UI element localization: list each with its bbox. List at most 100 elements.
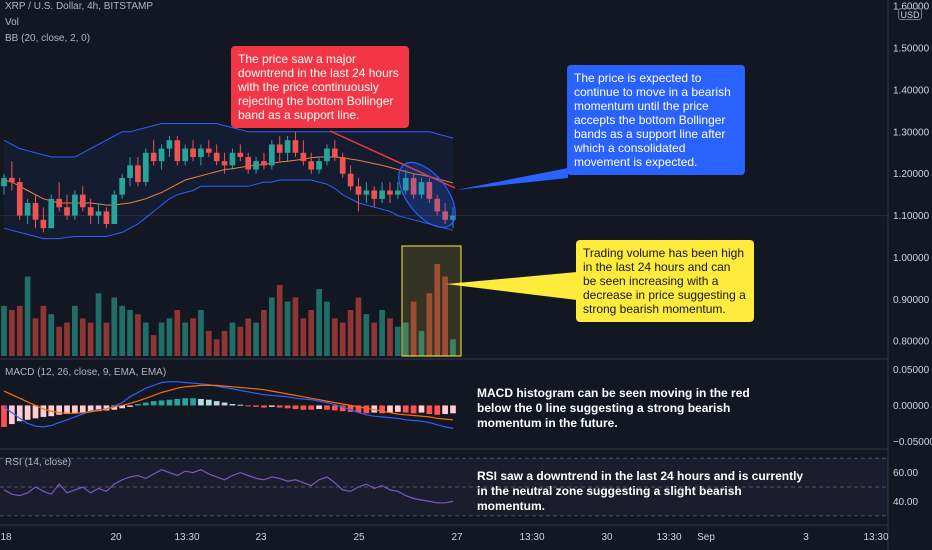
macd-histogram-bar <box>268 405 275 407</box>
candle <box>142 148 149 187</box>
macd-histogram-bar <box>229 404 236 406</box>
candle <box>332 140 338 162</box>
macd-histogram-bar <box>95 405 102 412</box>
macd-histogram-bar <box>324 405 330 410</box>
candle-body <box>434 198 441 212</box>
symbol-legend[interactable]: XRP / U.S. Dollar, 4h, BITSTAMP <box>5 1 154 12</box>
volume-bar <box>127 310 133 356</box>
macd-note[interactable]: MACD histogram can be seen moving in the… <box>477 386 750 430</box>
macd-histogram-bar <box>339 405 346 412</box>
macd-histogram-bar <box>40 405 47 417</box>
candle-body <box>268 144 275 166</box>
candle-body <box>418 182 425 195</box>
volume-bar <box>158 322 165 356</box>
price-tick-label: 1.20000 <box>893 169 930 180</box>
candle-body <box>32 203 39 220</box>
volume-callout[interactable]: Trading volume has been high in the last… <box>576 240 754 322</box>
macd-histogram-bar <box>276 405 283 408</box>
volume-legend[interactable]: Vol <box>5 17 19 28</box>
macd-histogram-bar <box>142 402 149 406</box>
bollinger-basis-line <box>3 156 454 206</box>
candle <box>24 198 31 224</box>
macd-histogram-bar <box>426 405 433 415</box>
candle-body <box>174 140 181 162</box>
macd-histogram-bar <box>205 399 212 406</box>
candle <box>213 144 220 166</box>
volume-bar <box>103 322 110 356</box>
candle <box>1 173 7 195</box>
candle-body <box>48 198 55 229</box>
volume-bar <box>253 322 259 356</box>
candle-body <box>387 190 393 195</box>
volume-bar <box>9 310 15 356</box>
macd-histogram-bar <box>410 405 417 414</box>
candle <box>198 144 204 166</box>
candle <box>379 182 385 204</box>
candle-body <box>95 211 102 216</box>
volume-bar <box>221 330 228 356</box>
currency-badge[interactable]: USD <box>898 8 922 20</box>
candle-body <box>442 211 448 220</box>
candle <box>16 177 23 220</box>
candle-body <box>284 140 291 153</box>
macd-tick-label: −0.05000 <box>893 437 932 448</box>
candle <box>79 186 86 212</box>
candle-body <box>308 161 315 170</box>
bollinger-fill <box>4 123 453 239</box>
candle-body <box>355 186 362 195</box>
candle <box>450 207 456 229</box>
candle <box>284 136 291 162</box>
candle <box>190 140 196 162</box>
price-tick-label: 1.40000 <box>893 85 930 96</box>
volume-bar <box>410 301 417 356</box>
volume-bar <box>213 339 220 356</box>
candle-body <box>450 215 456 220</box>
price-tick-label: 0.80000 <box>893 337 930 348</box>
candle <box>166 136 173 157</box>
macd-histogram-bar <box>300 405 307 410</box>
bollinger-upper-line <box>3 123 454 158</box>
volume-bar <box>64 322 70 356</box>
candle <box>347 165 354 191</box>
macd-histogram-bar <box>24 405 31 420</box>
macd-histogram-bar <box>387 405 393 413</box>
candle-body <box>56 198 62 208</box>
macd-tick-label: 0.05000 <box>893 365 930 376</box>
macd-histogram-bar <box>292 405 299 410</box>
volume-bar <box>379 310 385 356</box>
candle-body <box>371 190 378 199</box>
macd-histogram-bar <box>119 405 125 409</box>
candle-body <box>40 219 47 229</box>
volume-bar <box>32 318 39 356</box>
candle <box>395 182 401 199</box>
time-tick-label: 18 <box>0 532 12 543</box>
candle-body <box>292 140 299 153</box>
candle-body <box>190 148 196 157</box>
rsi-note[interactable]: RSI saw a downtrend in the last 24 hours… <box>477 469 804 513</box>
time-tick-label: 13:30 <box>519 532 544 543</box>
candle-body <box>16 182 23 216</box>
downtrend-callout[interactable]: The price saw a major downtrend in the l… <box>231 46 409 128</box>
volume-bar <box>363 314 370 356</box>
expectation-callout[interactable]: The price is expected to continue to mov… <box>567 65 745 175</box>
volume-bar <box>166 318 173 356</box>
volume-bar <box>190 318 196 356</box>
macd-histogram-bar <box>198 398 204 406</box>
macd-histogram-bar <box>363 405 370 414</box>
volume-bar <box>402 322 409 356</box>
price-tick-label: 1.00000 <box>893 253 930 264</box>
macd-legend[interactable]: MACD (12, 26, close, 9, EMA, EMA) <box>5 367 167 378</box>
candle <box>182 144 189 166</box>
macd-line <box>3 381 454 429</box>
candle-body <box>127 165 133 178</box>
bollinger-legend[interactable]: BB (20, close, 2, 0) <box>5 33 91 44</box>
macd-histogram-bar <box>316 405 322 410</box>
candle-body <box>339 156 346 174</box>
candle-body <box>276 144 283 153</box>
macd-histogram-bar <box>56 405 62 415</box>
rsi-legend[interactable]: RSI (14, close) <box>5 457 72 468</box>
candles <box>1 131 456 233</box>
candle <box>363 182 370 204</box>
